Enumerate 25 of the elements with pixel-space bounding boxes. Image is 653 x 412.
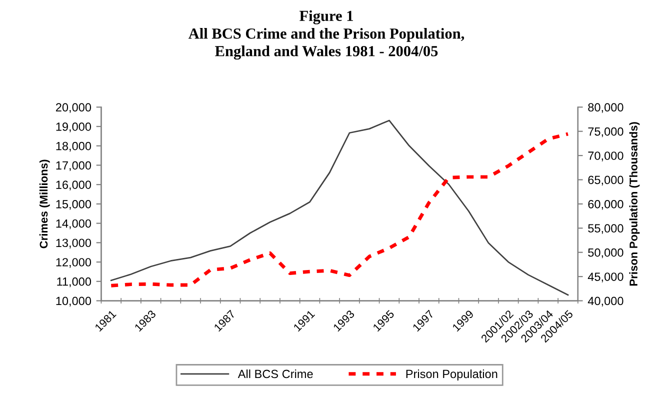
- legend-label: Prison Population: [406, 369, 498, 380]
- y2-tick-label: 40,000: [588, 296, 624, 307]
- chart-title: Figure 1 All BCS Crime and the Prison Population, England and Wales 1981 - 2004/05: [188, 10, 464, 60]
- y2-tick-label: 60,000: [588, 200, 624, 210]
- y-tick-label: 10,000: [56, 296, 92, 307]
- y-tick-label: 17,000: [56, 161, 92, 171]
- legend-label: All BCS Crime: [238, 369, 313, 378]
- y-tick-label: 13,000: [56, 238, 92, 248]
- y2-tick-label: 75,000: [588, 127, 624, 138]
- y2-axis-title: Prison Population (Thousands): [629, 122, 640, 286]
- y-tick-label: 19,000: [56, 122, 92, 132]
- y-tick-label: 18,000: [56, 142, 92, 152]
- y-axis-title: Crimes (Millions): [39, 160, 50, 248]
- y-tick-label: 20,000: [56, 103, 92, 113]
- y2-tick-label: 55,000: [588, 224, 624, 234]
- y2-tick-label: 80,000: [588, 103, 624, 113]
- y2-tick-label: 45,000: [588, 272, 624, 282]
- y-tick-label: 14,000: [56, 219, 92, 230]
- y2-tick-label: 50,000: [588, 248, 624, 258]
- y-tick-label: 11,000: [57, 277, 92, 288]
- y2-tick-label: 70,000: [588, 152, 624, 162]
- y-tick-label: 16,000: [56, 180, 92, 190]
- y2-tick-label: 65,000: [588, 176, 624, 186]
- y-tick-label: 12,000: [56, 258, 92, 268]
- y-tick-label: 15,000: [56, 200, 92, 210]
